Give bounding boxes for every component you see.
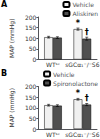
- svg-text:150: 150: [25, 94, 37, 101]
- svg-text:sGCα₁⁻/⁻S6: sGCα₁⁻/⁻S6: [65, 131, 99, 138]
- svg-text:B: B: [1, 69, 7, 78]
- svg-text:WTˢᶜ: WTˢᶜ: [46, 131, 60, 138]
- svg-text:Vehicle: Vehicle: [53, 71, 75, 78]
- svg-text:150: 150: [25, 24, 37, 31]
- svg-text:50: 50: [29, 115, 37, 122]
- svg-text:Vehicle: Vehicle: [72, 1, 94, 8]
- svg-text:MAP (mmHg): MAP (mmHg): [8, 88, 16, 128]
- svg-text:†: †: [85, 94, 89, 103]
- svg-text:Aliskiren: Aliskiren: [72, 10, 98, 17]
- svg-text:200: 200: [25, 14, 37, 21]
- svg-text:*: *: [76, 19, 81, 28]
- svg-text:50: 50: [29, 45, 37, 52]
- svg-text:0: 0: [33, 56, 37, 63]
- svg-text:200: 200: [25, 83, 37, 90]
- svg-text:*: *: [76, 89, 81, 98]
- svg-text:100: 100: [25, 35, 37, 42]
- svg-text:100: 100: [25, 104, 37, 111]
- svg-text:0: 0: [33, 126, 37, 133]
- svg-text:Spironolactone: Spironolactone: [53, 80, 98, 88]
- svg-text:sGCα₁⁻/⁻S6: sGCα₁⁻/⁻S6: [65, 61, 99, 68]
- svg-text:MAP (mmHg): MAP (mmHg): [8, 19, 16, 59]
- svg-text:†: †: [85, 28, 89, 37]
- svg-text:A: A: [1, 0, 8, 9]
- svg-text:WTˢᶜ: WTˢᶜ: [46, 61, 60, 68]
